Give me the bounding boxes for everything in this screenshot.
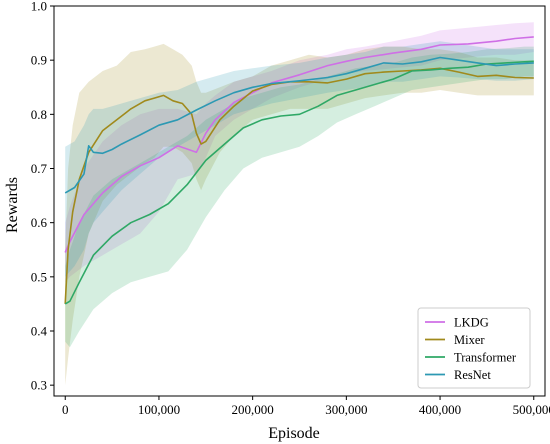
x-tick-label: 100,000 [138,402,180,417]
y-tick-label: 0.3 [31,378,47,393]
legend-label-transformer: Transformer [454,351,517,365]
axes: 0 100,000 200,000 300,000 400,000 500,000 0.3 0… [31,0,550,417]
legend-box [417,307,531,389]
y-tick-label: 0.8 [31,107,47,122]
x-tick-label: 400,000 [419,402,461,417]
line-resnet [64,56,534,194]
x-tick-label: 500,000 [513,402,550,417]
line-transformer [64,60,534,305]
series-lines [64,36,534,305]
y-axis-title: Rewards [4,177,21,233]
y-tick-label: 1.0 [31,0,47,14]
legend-label-resnet: ResNet [454,368,491,382]
legend-label-lkdg: LKDG [454,316,489,330]
x-tick-label: 200,000 [232,402,274,417]
y-tick-label: 0.5 [31,269,47,284]
y-tick-label: 0.7 [31,161,48,176]
line-lkdg [64,36,534,253]
band-mixer [65,43,534,386]
plot-frame [53,5,546,397]
x-tick-label: 300,000 [325,402,367,417]
y-tick-label: 0.4 [31,324,48,339]
band-resnet [65,41,534,277]
y-tick-label: 0.9 [31,53,47,68]
band-transformer [65,46,534,348]
legend: LKDG Mixer Transformer ResNet [417,307,531,389]
x-tick-label: 0 [62,402,69,417]
x-axis-title: Episode [268,425,320,442]
y-tick-label: 0.6 [31,215,48,230]
legend-label-mixer: Mixer [454,333,485,347]
